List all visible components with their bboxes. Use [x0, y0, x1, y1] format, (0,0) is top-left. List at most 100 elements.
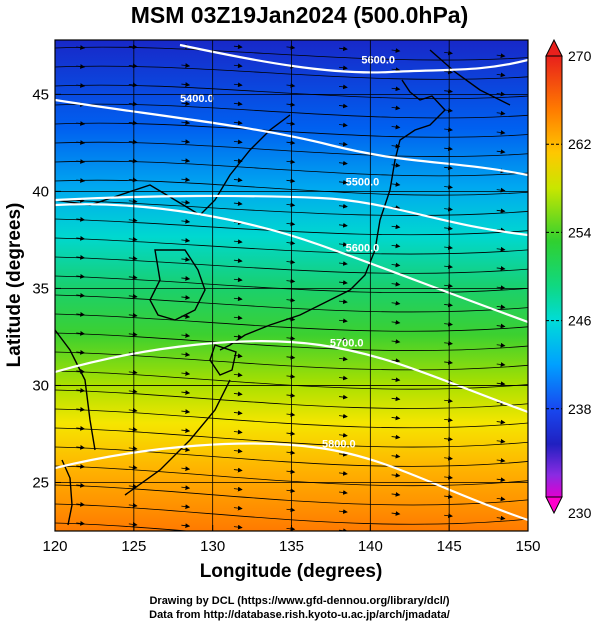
colorbar-bottom-arrow: [545, 496, 563, 515]
wind-arrow: [339, 203, 348, 209]
wind-arrow: [233, 239, 243, 245]
wind-arrow: [128, 63, 138, 69]
wind-arrow: [444, 475, 453, 480]
wind-arrow: [339, 122, 348, 128]
wind-arrow: [128, 503, 138, 508]
wind-arrow: [233, 277, 243, 283]
wind-arrow: [496, 53, 506, 59]
wind-arrow: [76, 521, 86, 526]
wind-arrow: [76, 159, 86, 164]
wind-arrow: [128, 331, 138, 337]
contour-5600a: [179, 43, 528, 74]
contour-labels: 5600.0 5400.0 5500.0 5600.0 5700.0 5800.0: [180, 54, 395, 450]
y-axis-label: Latitude (degrees): [4, 203, 25, 368]
wind-arrow: [391, 511, 401, 516]
colorbar-tick-label: 246: [568, 313, 592, 329]
wind-arrow: [286, 202, 296, 208]
wind-arrow: [339, 375, 348, 381]
wind-arrow: [391, 377, 401, 383]
wind-arrow: [444, 302, 453, 308]
wind-arrow: [76, 330, 86, 336]
wind-arrow: [128, 236, 138, 242]
streamline: [55, 141, 528, 157]
wind-arrow: [128, 255, 138, 261]
streamline: [55, 199, 528, 216]
wind-arrow: [444, 264, 453, 270]
streamline: [55, 522, 193, 531]
wind-arrow: [76, 463, 86, 469]
colorbar-ticks: 270 262 254 246 238 230: [546, 48, 592, 521]
coast-china: [55, 329, 96, 451]
wind-arrow: [391, 243, 401, 249]
streamline: [55, 503, 528, 525]
wind-arrow: [181, 447, 191, 452]
wind-arrow: [233, 177, 243, 183]
wind-arrow: [128, 293, 138, 299]
wind-arrow: [181, 238, 191, 243]
wind-arrow: [286, 335, 296, 341]
wind-arrow: [286, 354, 296, 360]
wind-arrow: [496, 72, 506, 78]
wind-arrow: [339, 141, 348, 147]
wind-arrow: [76, 235, 86, 241]
wind-arrow: [76, 45, 86, 50]
wind-arrow: [339, 84, 348, 90]
wind-arrow: [444, 283, 453, 289]
coast-ryukyu: [124, 379, 231, 496]
coast-taiwan: [61, 459, 73, 526]
streamline: [55, 313, 528, 332]
x-axis-ticks: 120 125 130 135 140 145 150: [42, 525, 541, 555]
wind-arrow: [233, 82, 243, 88]
streamline: [55, 484, 528, 506]
coast-kyushu: [209, 344, 237, 376]
wind-arrow: [444, 184, 453, 190]
wind-arrow: [128, 464, 138, 470]
wind-arrow: [76, 197, 86, 203]
wind-arrow: [233, 505, 243, 511]
wind-arrow: [391, 358, 401, 363]
credit-drawing: Drawing by DCL (https://www.gfd-dennou.o…: [149, 595, 450, 607]
wind-arrow: [496, 208, 506, 214]
wind-arrow: [76, 502, 86, 507]
wind-arrow: [128, 369, 138, 375]
wind-arrow: [128, 274, 138, 280]
wind-arrow: [339, 222, 348, 228]
wind-arrow: [181, 504, 191, 510]
wind-arrow: [444, 417, 453, 423]
wind-arrow: [181, 485, 191, 491]
wind-arrow: [496, 419, 506, 425]
wind-arrow: [128, 44, 138, 50]
wind-arrow: [286, 393, 296, 398]
coast-korea: [149, 249, 206, 321]
streamline: [55, 446, 528, 467]
wind-arrow: [496, 477, 506, 483]
wind-arrow: [128, 445, 138, 451]
wind-arrow: [496, 381, 506, 387]
wind-arrow: [391, 472, 401, 478]
wind-arrow: [444, 321, 453, 327]
wind-arrow: [496, 227, 506, 233]
wind-arrow: [181, 390, 191, 395]
wind-arrow: [496, 110, 506, 116]
wind-arrow: [391, 339, 401, 344]
wind-arrow: [286, 159, 296, 165]
wind-arrow: [444, 340, 453, 346]
wind-arrow: [233, 429, 243, 435]
wind-arrow: [76, 406, 86, 412]
wind-arrow: [391, 434, 401, 440]
wind-arrow: [444, 50, 453, 56]
wind-arrow: [76, 216, 86, 222]
map-plot-area: 5600.0 5400.0 5500.0 5600.0 5700.0 5800.0: [55, 40, 528, 531]
streamline: [55, 122, 528, 138]
wind-arrow: [496, 362, 506, 367]
wind-streamlines: [55, 44, 528, 531]
streamline: [55, 84, 528, 100]
wind-arrow: [76, 483, 86, 488]
wind-arrow: [181, 101, 191, 106]
wind-arrow: [444, 398, 453, 404]
wind-arrow: [286, 83, 296, 88]
wind-arrow: [286, 178, 296, 184]
wind-arrow: [286, 431, 296, 436]
wind-arrow: [339, 179, 348, 185]
wind-arrow: [286, 526, 296, 531]
